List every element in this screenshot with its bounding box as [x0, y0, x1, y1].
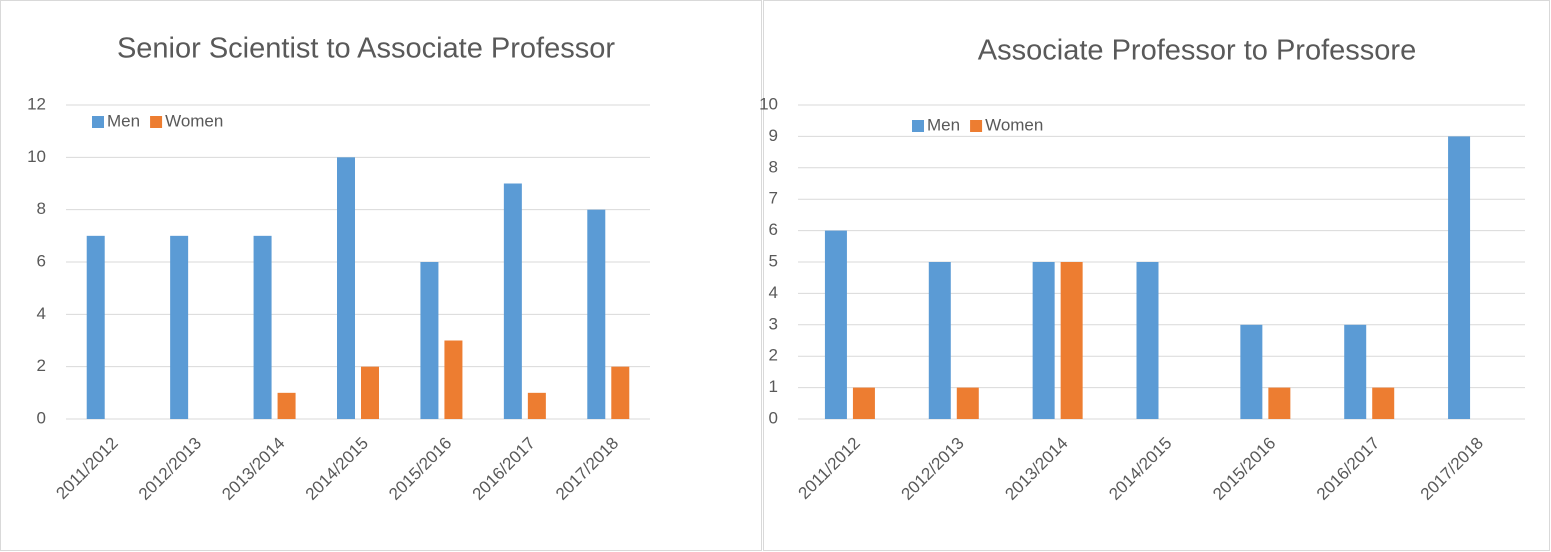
y-tick-label: 12 [27, 94, 46, 113]
bar [587, 209, 606, 419]
bar [527, 392, 546, 419]
y-tick-label: 2 [37, 356, 46, 375]
y-tick-label: 4 [37, 304, 46, 323]
y-tick-label: 8 [769, 157, 778, 176]
legend-label: Men [927, 115, 960, 134]
bar [253, 235, 272, 419]
bar [956, 387, 979, 419]
bar [503, 183, 522, 419]
bar [1448, 136, 1471, 419]
bar [611, 366, 630, 419]
legend-swatch [150, 116, 163, 128]
y-tick-label: 0 [37, 408, 46, 427]
y-tick-label: 10 [27, 147, 46, 166]
y-tick-label: 3 [769, 314, 778, 333]
bar [361, 366, 379, 419]
bar [852, 387, 875, 419]
bar [337, 157, 355, 420]
bar [1372, 387, 1395, 419]
bar [86, 235, 105, 419]
chart-title: Associate Professor to Professore [978, 35, 1416, 67]
bar [928, 262, 951, 419]
y-tick-label: 8 [37, 199, 46, 218]
legend-label: Men [107, 111, 140, 130]
y-tick-label: 5 [769, 251, 778, 270]
y-tick-label: 1 [769, 377, 778, 396]
y-tick-label: 4 [769, 283, 778, 302]
bar [1136, 262, 1159, 419]
y-tick-label: 0 [769, 408, 778, 427]
y-tick-label: 2 [769, 346, 778, 365]
y-tick-label: 7 [769, 189, 778, 208]
bar [444, 340, 463, 419]
legend-swatch [970, 120, 983, 132]
bar [1240, 324, 1263, 419]
y-tick-label: 9 [769, 126, 778, 145]
bar [824, 230, 847, 419]
y-tick-label: 6 [769, 220, 778, 239]
bar [277, 392, 296, 419]
y-tick-label: 10 [759, 94, 778, 113]
legend-label: Women [985, 115, 1043, 134]
y-tick-label: 6 [37, 251, 46, 270]
bar [420, 262, 439, 419]
legend-swatch [92, 116, 104, 128]
bar [170, 235, 189, 419]
legend-swatch [912, 120, 924, 132]
legend-label: Women [165, 111, 223, 130]
bar [1060, 262, 1083, 419]
bar [1268, 387, 1291, 419]
panel [0, 0, 762, 551]
bar [1344, 324, 1367, 419]
chart-title: Senior Scientist to Associate Professor [117, 33, 615, 65]
bar [1032, 262, 1055, 419]
